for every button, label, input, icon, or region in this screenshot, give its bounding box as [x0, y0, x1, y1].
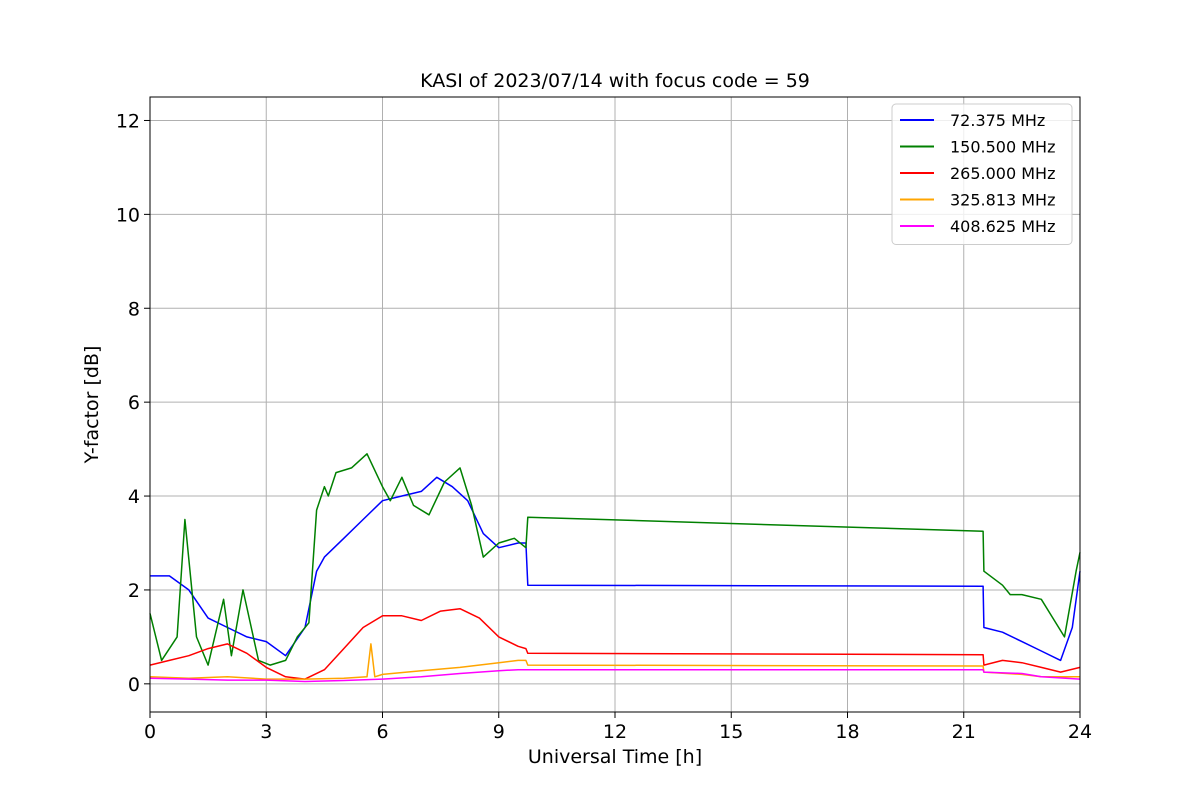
y-tick-label: 4 [128, 486, 140, 508]
legend-label: 72.375 MHz [950, 111, 1045, 130]
series-line-4 [149, 668, 1081, 683]
series-line-0 [150, 476, 1081, 662]
series-group [149, 453, 1081, 683]
x-tick-label: 24 [1068, 721, 1092, 743]
y-tick-label: 0 [128, 674, 140, 696]
legend-box [891, 103, 1073, 245]
x-tick-label: 15 [719, 721, 743, 743]
y-tick-label: 10 [116, 204, 140, 226]
y-tick-label: 2 [128, 580, 140, 602]
x-tick-label: 21 [952, 721, 976, 743]
legend-label: 408.625 MHz [950, 217, 1055, 236]
series-line-1 [149, 453, 1081, 666]
x-tick-label: 12 [603, 721, 627, 743]
x-tick-label: 9 [493, 721, 505, 743]
y-tick-label: 12 [116, 110, 140, 132]
y-axis-label: Y-factor [dB] [81, 346, 103, 465]
y-tick-label: 6 [128, 392, 140, 414]
series-line-2 [149, 607, 1081, 680]
x-axis-label: Universal Time [h] [528, 746, 702, 768]
legend: 72.375 MHz 150.500 MHz 265.000 MHz 325.813 … [891, 103, 1073, 245]
x-tick-label: 3 [260, 721, 272, 743]
legend-label: 325.813 MHz [950, 191, 1055, 210]
x-tick-label: 6 [376, 721, 388, 743]
chart-title: KASI of 2023/07/14 with focus code = 59 [420, 70, 810, 92]
y-tick-label: 8 [128, 298, 140, 320]
legend-label: 150.500 MHz [950, 138, 1055, 157]
legend-label: 265.000 MHz [950, 164, 1055, 183]
x-tick-label: 18 [835, 721, 859, 743]
x-tick-label: 0 [144, 721, 156, 743]
